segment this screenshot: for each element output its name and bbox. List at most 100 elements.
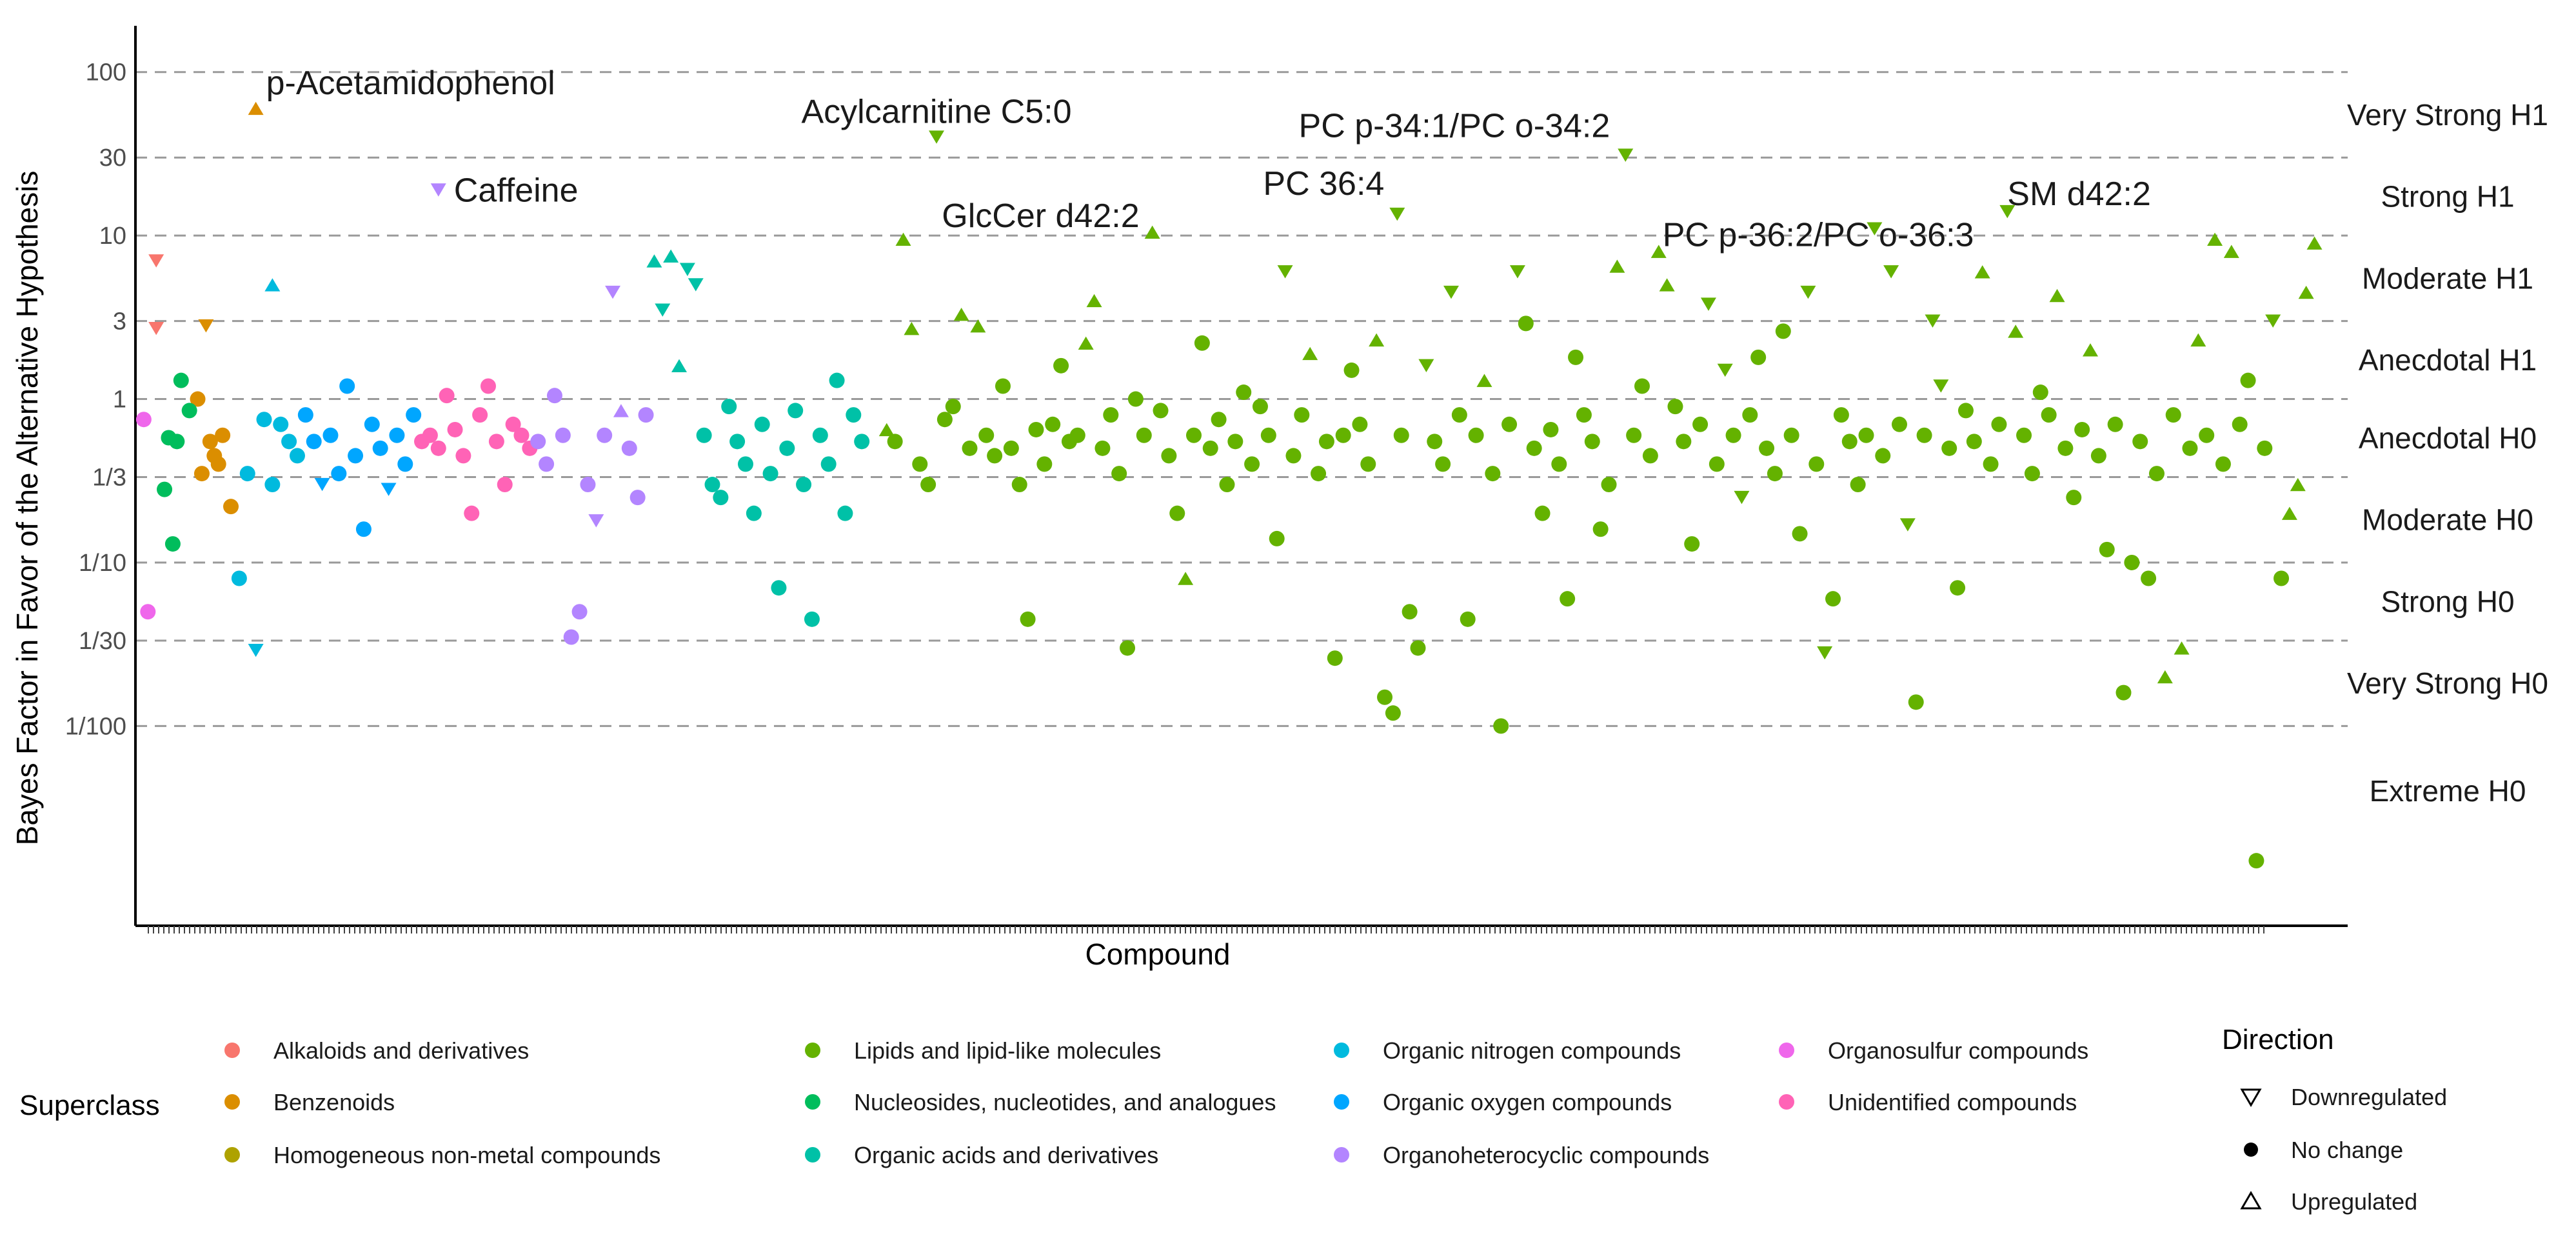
legend-swatch-3: [224, 1147, 240, 1163]
lipid-point: [1858, 427, 1874, 443]
lipid-point: [2090, 448, 2106, 464]
annotation-label: SM d42:2: [2007, 175, 2151, 213]
down-triangle-point: [655, 303, 671, 317]
circle-point: [306, 434, 322, 450]
lipid-point: [1385, 705, 1401, 721]
lipid-point: [1136, 427, 1152, 443]
legend-label-superclass: Unidentified compounds: [1828, 1089, 2077, 1115]
lipid-point: [1285, 448, 1302, 464]
circle-point: [372, 440, 388, 456]
lipid-point: [1792, 526, 1808, 542]
legend-label-superclass: Benzenoids: [273, 1089, 395, 1115]
lipid-point: [1211, 412, 1227, 428]
lipid-point: [2274, 570, 2290, 586]
circle-point: [472, 407, 488, 423]
circle-point: [846, 407, 862, 423]
circle-point: [771, 580, 787, 596]
lipid-point: [1036, 456, 1053, 472]
lipid-point: [2024, 466, 2040, 482]
lipid-down-triangle: [1389, 207, 1405, 221]
lipid-up-triangle: [2207, 232, 2223, 246]
lipid-point: [1825, 591, 1841, 607]
circle-point: [480, 378, 496, 394]
circle-point: [546, 388, 562, 404]
lipid-down-triangle: [1277, 265, 1293, 279]
lipid-point: [962, 440, 978, 456]
circle-point: [397, 456, 413, 472]
up-triangle-point: [248, 101, 264, 115]
lipid-up-triangle: [2223, 245, 2239, 258]
lipid-point: [1185, 427, 1202, 443]
legend-label-superclass: Nucleosides, nucleotides, and analogues: [854, 1089, 1276, 1115]
lipid-point: [1642, 448, 1658, 464]
lipid-up-triangle: [2174, 641, 2190, 655]
lipid-point: [1011, 477, 1027, 493]
legend-swatch-6: [805, 1147, 820, 1163]
lipid-point: [912, 456, 928, 472]
legend-label-superclass: Lipids and lipid-like molecules: [854, 1037, 1161, 1064]
up-triangle-point: [646, 254, 662, 268]
lipid-point: [1111, 466, 1127, 482]
lipid-point: [1410, 640, 1426, 656]
lipid-point: [2107, 416, 2123, 432]
annotation-label: PC 36:4: [1263, 165, 1384, 203]
lipid-point: [2248, 853, 2264, 869]
y-axis-title: Bayes Factor in Favor of the Alternative…: [10, 171, 44, 846]
lipid-point: [1592, 521, 1609, 537]
lipid-point: [2215, 456, 2231, 472]
circle-point: [181, 403, 197, 419]
legend-swatch-4: [805, 1043, 820, 1058]
annotation-label: p-Acetamidophenol: [266, 65, 555, 102]
lipid-down-triangle: [1999, 205, 2016, 219]
lipid-point: [1957, 403, 1974, 419]
lipid-point: [995, 378, 1011, 394]
legend-label-superclass: Organoheterocyclic compounds: [1383, 1142, 1709, 1168]
lipid-point: [1053, 357, 1069, 374]
legend-downregulated-icon: [2240, 1088, 2262, 1107]
lipid-point: [1560, 591, 1576, 607]
lipid-point: [1402, 604, 1418, 620]
lipid-point: [1667, 399, 1683, 415]
y-tick-label: 1/30: [79, 628, 126, 655]
lipid-down-triangle: [1443, 285, 1459, 299]
lipid-point: [2016, 427, 2032, 443]
lipid-point: [2132, 434, 2148, 450]
lipid-point: [2165, 407, 2181, 423]
lipid-up-triangle: [2306, 236, 2323, 250]
evidence-label: Moderate H1: [2362, 261, 2533, 295]
lipid-point: [1759, 440, 1775, 456]
lipid-point: [1626, 427, 1642, 443]
lipid-point: [1294, 407, 1310, 423]
circle-point: [430, 440, 446, 456]
lipid-point: [1908, 694, 1924, 710]
down-triangle-point: [605, 285, 621, 299]
legend-swatch-2: [224, 1094, 240, 1110]
legend-title-direction: Direction: [2222, 1024, 2334, 1055]
circle-point: [422, 427, 438, 443]
lipid-point: [1393, 427, 1409, 443]
lipid-up-triangle: [878, 423, 895, 437]
lipid-down-triangle: [1817, 646, 1833, 660]
lipid-up-triangle: [2281, 506, 2297, 520]
circle-point: [447, 421, 463, 437]
circle-point: [555, 427, 571, 443]
lipid-point: [1236, 384, 1252, 401]
y-tick-label: 3: [113, 308, 126, 335]
lipid-point: [1161, 448, 1177, 464]
lipid-up-triangle: [2157, 670, 2173, 684]
lipid-up-triangle: [1650, 245, 1667, 258]
circle-point: [796, 477, 812, 493]
legend-upregulated-icon: [2240, 1191, 2262, 1210]
legend-label-direction: No change: [2291, 1137, 2403, 1163]
legend-swatch-11: [1779, 1094, 1794, 1110]
legend-label-superclass: Alkaloids and derivatives: [273, 1037, 529, 1064]
lipid-point: [2074, 421, 2090, 437]
lipid-point: [1219, 477, 1235, 493]
lipid-point: [1377, 689, 1393, 705]
lipid-point: [1352, 416, 1368, 432]
up-triangle-point: [663, 249, 679, 263]
lipid-point: [2199, 427, 2215, 443]
circle-point: [571, 604, 588, 620]
lipid-point: [1991, 416, 2007, 432]
up-triangle-point: [671, 359, 688, 373]
